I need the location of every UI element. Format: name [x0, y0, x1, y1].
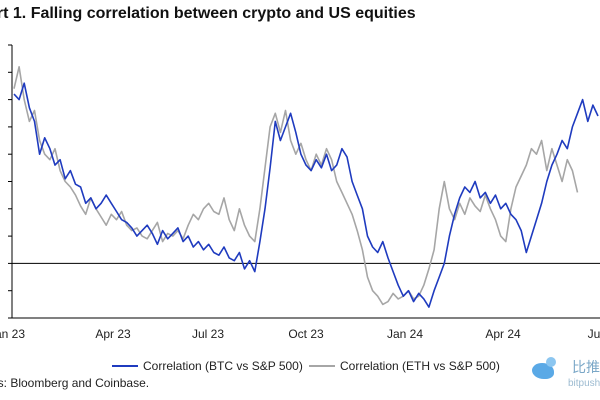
series-lines	[13, 66, 599, 308]
x-tick-label: Oct 23	[288, 327, 324, 341]
x-tick-label: Apr 24	[485, 327, 521, 341]
series-line	[13, 82, 599, 308]
watermark-subtext: bitpush	[568, 378, 600, 389]
chart-title: art 1. Falling correlation between crypt…	[0, 5, 416, 22]
x-tick-label: Jan 24	[387, 327, 423, 341]
source-note: ces: Bloomberg and Coinbase.	[0, 376, 150, 390]
legend: Correlation (BTC vs S&P 500) Correlation …	[112, 359, 500, 373]
x-tick-label: Apr 23	[95, 327, 131, 341]
x-tick-label: Ju	[588, 327, 600, 341]
series-line	[13, 66, 579, 306]
legend-label: Correlation (BTC vs S&P 500)	[143, 359, 303, 373]
x-tick-label: Jul 23	[192, 327, 224, 341]
watermark-logo: 比推 bitpush	[532, 355, 600, 395]
axes: Jan 23 Apr 23 Jul 23 Oct 23 Jan 24 Apr 24 Ju	[0, 44, 600, 341]
watermark-text: 比推	[572, 359, 600, 375]
x-tick-label: Jan 23	[0, 327, 25, 341]
bird-icon	[532, 357, 556, 379]
legend-label: Correlation (ETH vs S&P 500)	[340, 359, 500, 373]
